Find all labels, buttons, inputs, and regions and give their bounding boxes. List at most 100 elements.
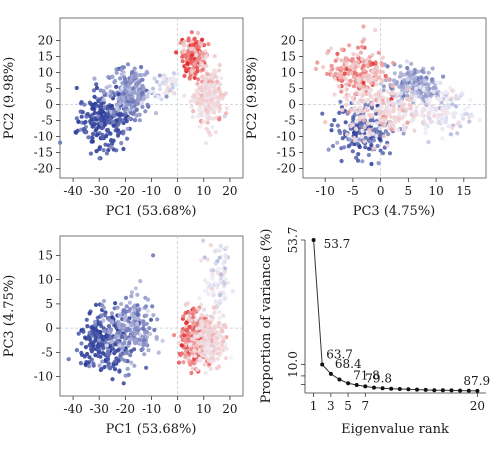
scatter-point: [129, 97, 134, 102]
scatter-point: [104, 128, 109, 133]
scatter-point: [399, 103, 404, 109]
scatter-point: [79, 341, 84, 346]
scatter-point: [101, 346, 106, 351]
scatter-point: [124, 103, 129, 108]
scatter-point: [213, 340, 218, 345]
scatter-point: [418, 94, 423, 99]
scatter-point: [360, 133, 365, 139]
scatter-point: [191, 306, 196, 311]
scatter-point: [361, 118, 366, 123]
scatter-point: [342, 71, 347, 76]
scatter-point: [351, 117, 356, 122]
scatter-point: [116, 91, 121, 97]
scatter-point: [84, 317, 89, 322]
scatter-point: [114, 67, 119, 72]
scatter-point: [350, 149, 355, 154]
scatter-point: [197, 108, 202, 113]
scatter-point: [213, 130, 218, 135]
scatter-point: [192, 37, 197, 42]
x-tick-label: -30: [90, 184, 109, 198]
scatter-point: [196, 30, 201, 36]
scatter-point: [132, 73, 137, 78]
scatter-point: [78, 109, 83, 114]
scatter-point: [101, 298, 107, 304]
scatter-point: [335, 51, 340, 57]
scatter-point: [74, 116, 79, 121]
scatter-point: [412, 67, 417, 73]
scatter-point: [219, 267, 224, 272]
scatter-point: [451, 114, 456, 119]
scatter-point: [353, 80, 358, 85]
scatter-point: [95, 132, 100, 137]
scatter-point: [349, 108, 354, 113]
scatter-point: [396, 118, 401, 123]
scatter-point: [323, 120, 328, 125]
scatter-point: [212, 89, 217, 94]
scatter-point: [138, 73, 143, 78]
scatter-point: [387, 122, 392, 127]
scatter-point: [408, 76, 414, 81]
scatter-point: [205, 341, 210, 346]
scatter-point: [76, 331, 81, 336]
scatter-point: [405, 93, 410, 98]
scatter-point: [446, 110, 451, 115]
x-tick-label: 10: [196, 184, 211, 198]
scatter-point: [204, 328, 209, 333]
x-tick-label: 0: [377, 184, 385, 198]
scatter-point: [363, 145, 368, 150]
scatter-point: [119, 334, 124, 340]
scatter-point: [127, 337, 132, 342]
scatter-point: [361, 37, 367, 42]
x-tick-label: 20: [222, 402, 237, 416]
scatter-point: [132, 338, 138, 343]
scatter-point: [332, 76, 337, 81]
scatter-point: [93, 302, 99, 307]
scatter-point: [134, 113, 139, 118]
scatter-point: [148, 89, 154, 94]
scatter-point: [364, 105, 369, 111]
scatter-point: [141, 96, 146, 101]
scatter-point: [381, 100, 386, 105]
scatter-point: [208, 243, 213, 248]
scatter-point: [360, 109, 365, 114]
scatter-point: [90, 106, 95, 111]
scatter-point: [86, 135, 91, 140]
scatter-point: [184, 320, 189, 326]
scatter-point: [151, 253, 156, 258]
scatter-point: [220, 95, 225, 100]
scatter-point: [377, 99, 382, 104]
scatter-point: [206, 333, 211, 338]
scatter-point: [366, 152, 371, 158]
scatter-point: [168, 88, 173, 93]
scatter-point: [423, 79, 428, 84]
scatter-point: [217, 62, 222, 68]
scatter-point: [223, 255, 228, 260]
scatter-point: [434, 107, 439, 112]
scatter-point: [426, 70, 431, 75]
scatter-point: [200, 63, 205, 68]
scatter-point: [192, 334, 197, 339]
scatter-point: [217, 106, 222, 111]
scatter-point: [405, 65, 410, 71]
scatter-point: [92, 110, 97, 115]
scatter-point: [223, 342, 228, 347]
scatter-point: [224, 245, 229, 250]
scatter-point: [356, 100, 361, 105]
scatter-point: [217, 352, 222, 357]
scatter-point: [399, 116, 404, 121]
y-axis-label: PC2 (9.98%): [2, 57, 17, 140]
scatter-point: [203, 278, 208, 283]
scatter-point: [199, 325, 204, 330]
scree-point: [423, 387, 428, 392]
scatter-point: [202, 307, 207, 312]
scatter-point: [356, 63, 361, 68]
scatter-point: [118, 76, 123, 81]
scatter-point: [116, 330, 122, 335]
scatter-point: [208, 359, 213, 364]
scatter-point: [195, 81, 200, 86]
scatter-point: [213, 248, 218, 253]
scatter-point: [212, 74, 217, 80]
x-tick-label: 5: [344, 399, 352, 413]
scatter-point: [124, 304, 129, 309]
scatter-point: [333, 58, 338, 63]
